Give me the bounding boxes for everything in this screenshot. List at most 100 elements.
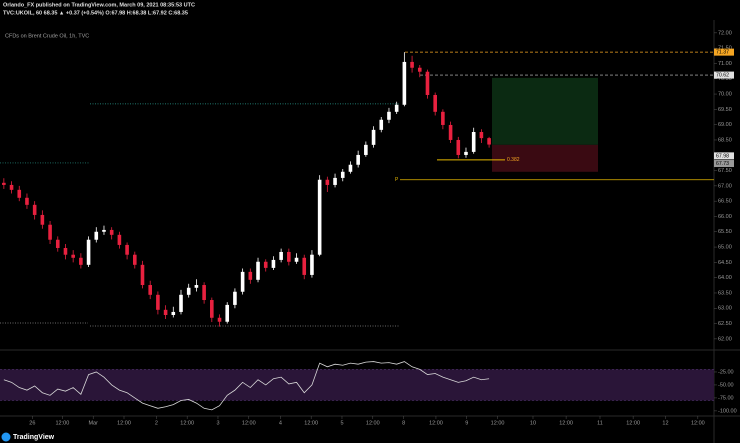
candle-body [217, 317, 222, 322]
y-tick-label: 72.00 [718, 30, 732, 36]
candle-body [371, 129, 376, 145]
candle-body [40, 214, 45, 225]
candle-body [125, 244, 129, 255]
candle-body [333, 177, 337, 185]
candle-body [86, 239, 91, 265]
candle-body [441, 111, 445, 125]
candle-body [156, 294, 160, 310]
candle-body [310, 254, 314, 275]
logo-icon [1, 432, 11, 442]
candle-body [194, 285, 199, 288]
candle-body [102, 229, 106, 232]
candle-body [464, 151, 468, 155]
y-tick-label: 65.50 [718, 229, 732, 235]
candle-body [302, 257, 307, 275]
candle-body [417, 67, 422, 72]
x-tick-label: 4 [279, 420, 282, 426]
candle-body [279, 251, 283, 260]
x-tick-label: 3 [216, 420, 219, 426]
candle-body [202, 285, 206, 301]
candle-body [263, 261, 268, 268]
indicator-line [3, 361, 490, 411]
x-tick-label: 11 [597, 420, 603, 426]
candle-body [433, 94, 437, 112]
price-tag [714, 152, 734, 160]
candle-body [356, 154, 360, 165]
pivot-label: P [395, 177, 399, 183]
candle-body [340, 171, 345, 178]
candle-body [132, 254, 137, 265]
x-tick-label: 12:00 [366, 420, 380, 426]
y-tick-label: 69.50 [718, 107, 732, 113]
indicator-band [0, 369, 714, 401]
x-tick-label: 12:00 [56, 420, 70, 426]
candle-body [233, 291, 237, 305]
candle-body [109, 229, 114, 235]
candle-body [364, 144, 368, 155]
target-zone [492, 77, 598, 145]
price-tag-label: 70.62 [716, 72, 729, 78]
candle-body [225, 304, 230, 322]
y-tick-label: 64.50 [718, 260, 732, 266]
price-tag-label: 67.73 [716, 161, 729, 167]
x-tick-label: 12:00 [429, 420, 443, 426]
y-tick-label: -100.00 [718, 408, 737, 414]
y-tick-label: 71.50 [718, 46, 732, 52]
y-tick-label: 62.50 [718, 321, 732, 327]
price-tag-label: 67.98 [716, 153, 729, 159]
candle-body [471, 132, 476, 152]
candle-body [17, 189, 22, 198]
candle-body [456, 139, 461, 155]
watermark: TradingView [13, 434, 55, 441]
candle-body [256, 261, 260, 280]
y-tick-label: 65.00 [718, 245, 732, 251]
y-tick-label: 70.50 [718, 76, 732, 82]
candle-body [79, 257, 83, 265]
header-symbol: TVC:UKOIL, 60 68.35 ▲ +0.37 (+0.54%) O:6… [3, 10, 188, 16]
candle-body [171, 311, 176, 316]
x-tick-label: 12:00 [117, 420, 131, 426]
candle-body [425, 71, 430, 95]
candle-body [186, 287, 191, 295]
candle-body [9, 184, 14, 190]
candle-body [117, 234, 122, 245]
candle-body [325, 179, 330, 185]
y-tick-label: 69.00 [718, 122, 732, 128]
price-tag [714, 48, 734, 56]
y-tick-label: 63.50 [718, 290, 732, 296]
y-tick-label: 70.00 [718, 92, 732, 98]
x-tick-label: 12:00 [626, 420, 640, 426]
candle-body [248, 271, 253, 280]
candle-body [32, 204, 37, 215]
candle-body [402, 61, 407, 105]
candle-body [179, 294, 183, 312]
y-tick-label: 68.50 [718, 137, 732, 143]
candle-body [71, 254, 75, 258]
y-tick-label: -75.00 [718, 395, 734, 401]
price-tag [714, 71, 734, 79]
header-title: Orlando_FX published on TradingView.com,… [3, 2, 195, 8]
candle-body [140, 264, 145, 286]
stop-zone [492, 144, 598, 172]
candle-body [55, 239, 60, 248]
y-tick-label: 63.00 [718, 306, 732, 312]
candle-body [410, 61, 414, 68]
candle-body [240, 271, 245, 292]
price-tag-label: 71.37 [716, 50, 729, 56]
y-tick-label: 71.00 [718, 61, 732, 67]
x-tick-label: 26 [29, 420, 35, 426]
x-tick-label: 12:00 [242, 420, 256, 426]
y-tick-label: 66.00 [718, 214, 732, 220]
symbol-label: CFDs on Brent Crude Oil, 1h, TVC [5, 33, 89, 39]
candle-body [163, 309, 168, 316]
y-tick-label: -25.00 [718, 369, 734, 375]
candle-body [487, 138, 491, 145]
candle-body [479, 132, 484, 139]
candle-body [2, 182, 6, 185]
x-tick-label: Mar [88, 420, 98, 426]
candle-body [448, 124, 453, 140]
candle-body [317, 179, 322, 255]
x-tick-label: 9 [465, 420, 468, 426]
